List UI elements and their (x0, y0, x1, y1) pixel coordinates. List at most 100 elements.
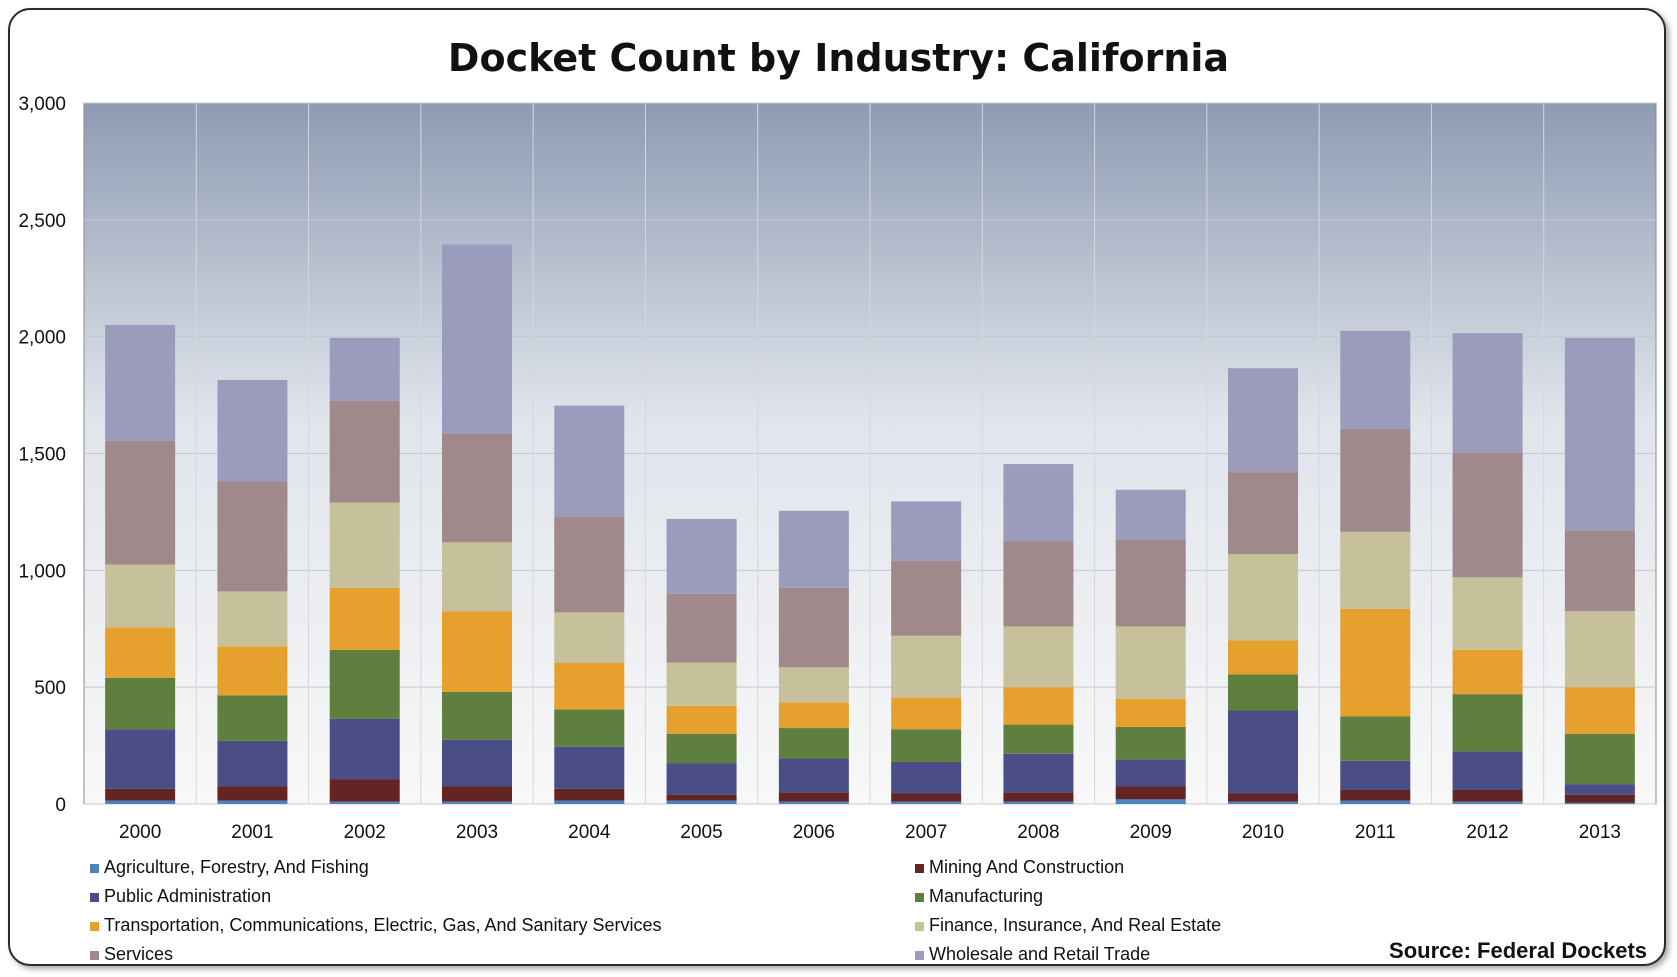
bar-segment (329, 649, 400, 719)
bar-segment (1228, 640, 1298, 675)
bar-segment (442, 542, 512, 612)
x-tick-label: 2012 (1466, 822, 1508, 843)
bar-segment (105, 627, 176, 678)
bar-segment (1340, 789, 1411, 801)
bar-segment (1340, 800, 1411, 804)
legend-label: Services (104, 944, 173, 964)
bar-segment (1564, 802, 1635, 804)
bar-segment (1115, 539, 1186, 627)
bar-segment (442, 801, 512, 804)
y-tick-label: 2,000 (18, 328, 66, 349)
y-tick-label: 2,500 (18, 211, 66, 232)
y-tick-label: 3,000 (18, 94, 66, 115)
bar-segment (1452, 789, 1523, 802)
legend-label: Wholesale and Retail Trade (929, 944, 1150, 964)
bar-segment (1228, 368, 1298, 473)
bar-segment (778, 728, 849, 759)
bar-segment (105, 788, 176, 801)
bar-segment (666, 518, 737, 594)
bar-segment (891, 635, 962, 698)
bar-segment (442, 739, 512, 787)
bar-segment (105, 324, 176, 441)
bar-segment (1452, 751, 1523, 790)
bar-segment (891, 501, 962, 561)
bar-segment (891, 761, 962, 794)
x-tick-label: 2000 (119, 822, 161, 843)
bar-segment (1003, 541, 1074, 627)
bar-segment (778, 587, 849, 668)
bar-segment (1564, 337, 1635, 531)
bar-segment (1340, 716, 1411, 761)
bar-segment (1228, 801, 1298, 804)
bar-segment (329, 718, 400, 780)
legend-label: Mining And Construction (929, 857, 1124, 877)
bar-segment (217, 740, 288, 787)
bar-segment (554, 709, 625, 747)
bar-segment (554, 746, 625, 789)
x-tick-label: 2005 (680, 822, 722, 843)
bar-segment (554, 612, 625, 663)
bar-segment (554, 800, 625, 804)
y-tick-label: 0 (55, 795, 66, 816)
bar-segment (1003, 801, 1074, 804)
bar-segment (1564, 687, 1635, 734)
x-tick-label: 2011 (1355, 822, 1396, 843)
bar-segment (329, 779, 400, 802)
bar-segment (1340, 531, 1411, 609)
bar-segment (1452, 577, 1523, 650)
bar-segment (554, 788, 625, 801)
x-tick-label: 2004 (568, 822, 611, 843)
legend-swatch (90, 951, 99, 960)
bar-segment (1452, 649, 1523, 695)
bar-segment (1228, 793, 1298, 802)
bar-segment (1115, 489, 1186, 540)
bar-segment (442, 691, 512, 740)
bar-segment (442, 786, 512, 802)
bar-segment (666, 763, 737, 795)
bar-segment (891, 560, 962, 636)
y-tick-label: 500 (34, 678, 66, 699)
bar-segment (1564, 794, 1635, 803)
bar-segment (1003, 626, 1074, 688)
bar-segment (554, 405, 625, 517)
bar-segment (217, 591, 288, 647)
x-tick-label: 2006 (793, 822, 835, 843)
bar-segment (1115, 626, 1186, 699)
bar-segment (217, 481, 288, 592)
x-tick-label: 2008 (1017, 822, 1059, 843)
legend-swatch (915, 951, 924, 960)
bar-segment (1564, 733, 1635, 785)
legend-swatch (915, 922, 924, 931)
bar-segment (1340, 330, 1411, 429)
bar-segment (1003, 724, 1074, 754)
bar-segment (1452, 801, 1523, 804)
legend-label: Agriculture, Forestry, And Fishing (104, 857, 369, 877)
legend-label: Public Administration (104, 886, 271, 906)
bar-segment (442, 433, 512, 543)
bar-segment (891, 729, 962, 762)
bar-segment (554, 516, 625, 613)
bar-segment (1564, 784, 1635, 795)
bar-segment (105, 564, 176, 628)
bar-segment (105, 800, 176, 804)
bar-segment (666, 662, 737, 706)
bar-segment (1003, 464, 1074, 542)
bar-segment (105, 729, 176, 789)
bar-segment (1115, 698, 1186, 727)
bar-segment (1115, 726, 1186, 760)
bar-segment (217, 695, 288, 741)
bar-segment (1115, 759, 1186, 787)
y-tick-label: 1,500 (18, 445, 66, 466)
bar-segment (329, 801, 400, 804)
legend-swatch (90, 922, 99, 931)
bar-segment (105, 440, 176, 565)
x-tick-label: 2001 (231, 822, 273, 843)
bar-segment (217, 379, 288, 482)
bar-segment (891, 793, 962, 802)
bar-segment (666, 800, 737, 804)
x-tick-label: 2009 (1130, 822, 1172, 843)
bar-segment (1564, 611, 1635, 688)
bar-segment (217, 800, 288, 804)
legend-swatch (915, 893, 924, 902)
